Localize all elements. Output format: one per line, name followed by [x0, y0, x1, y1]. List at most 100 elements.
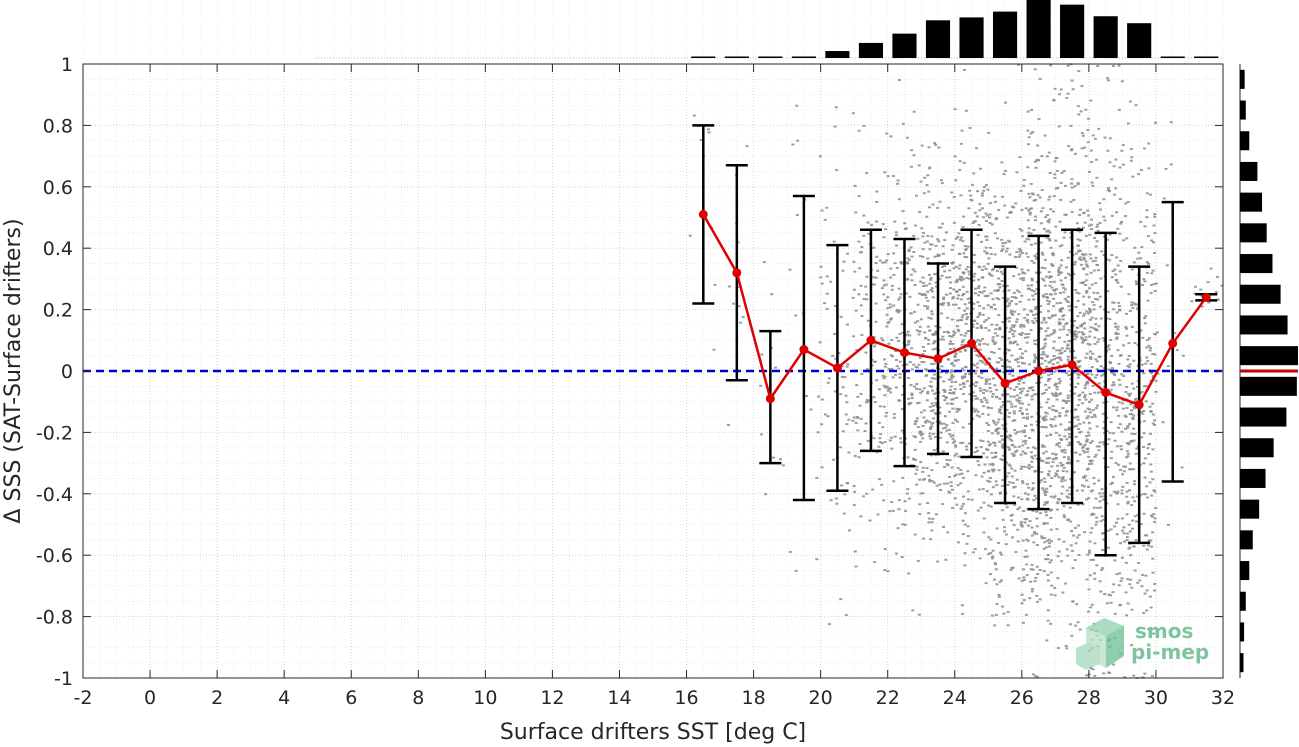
scatter-point	[964, 247, 968, 250]
scatter-point	[1004, 533, 1008, 536]
scatter-point	[939, 422, 943, 425]
scatter-point	[943, 399, 947, 402]
scatter-point	[1074, 386, 1078, 389]
scatter-point	[1008, 340, 1012, 343]
scatter-point	[1111, 308, 1115, 311]
scatter-point	[1019, 430, 1023, 433]
scatter-point	[1050, 264, 1054, 267]
grid	[82, 63, 1224, 679]
scatter-point	[1030, 460, 1034, 463]
scatter-point	[975, 322, 979, 325]
scatter-point	[1004, 101, 1008, 104]
scatter-point	[1005, 408, 1009, 411]
scatter-point	[1120, 517, 1124, 520]
scatter-point	[1094, 523, 1098, 526]
scatter-point	[876, 513, 880, 516]
scatter-point	[1101, 337, 1105, 340]
scatter-point	[994, 568, 998, 571]
scatter-point	[1093, 577, 1097, 580]
scatter-point	[1084, 108, 1088, 111]
scatter-point	[1076, 105, 1080, 108]
scatter-point	[908, 361, 912, 364]
scatter-point	[903, 228, 907, 231]
scatter-point	[950, 248, 954, 251]
scatter-point	[1068, 623, 1072, 626]
scatter-point	[1063, 479, 1067, 482]
scatter-point	[875, 379, 879, 382]
scatter-point	[1095, 158, 1099, 161]
scatter-point	[945, 463, 949, 466]
scatter-point	[995, 297, 999, 300]
scatter-point	[901, 523, 905, 526]
scatter-point	[1125, 490, 1129, 493]
scatter-point	[1042, 445, 1046, 448]
scatter-point	[984, 380, 988, 383]
scatter-point	[1021, 235, 1025, 238]
scatter-point	[1066, 358, 1070, 361]
scatter-point	[948, 292, 952, 295]
scatter-point	[962, 383, 966, 386]
y-hist-bar	[1240, 407, 1287, 427]
scatter-point	[933, 347, 937, 350]
scatter-point	[1062, 328, 1066, 331]
scatter-point	[1128, 394, 1132, 397]
scatter-point	[1049, 559, 1053, 562]
scatter-point	[1133, 303, 1137, 306]
scatter-point	[941, 252, 945, 255]
scatter-point	[1143, 457, 1147, 460]
scatter-point	[1072, 371, 1076, 374]
scatter-point	[1027, 238, 1031, 241]
scatter-point	[948, 433, 952, 436]
scatter-point	[968, 189, 972, 192]
scatter-point	[953, 331, 957, 334]
scatter-point	[1117, 401, 1121, 404]
scatter-point	[950, 318, 954, 321]
scatter-point	[924, 294, 928, 297]
scatter-point	[915, 194, 919, 197]
scatter-point	[1076, 315, 1080, 318]
scatter-point	[1053, 394, 1057, 397]
scatter-point	[1117, 301, 1121, 304]
scatter-point	[1018, 300, 1022, 303]
scatter-point	[962, 161, 966, 164]
scatter-point	[910, 368, 914, 371]
scatter-point	[1108, 318, 1112, 321]
scatter-point	[1087, 214, 1091, 217]
scatter-point	[1067, 426, 1071, 429]
scatter-point	[1147, 142, 1151, 145]
scatter-point	[1149, 470, 1153, 473]
scatter-point	[1132, 261, 1136, 264]
scatter-point	[1021, 271, 1025, 274]
scatter-point	[1142, 432, 1146, 435]
scatter-point	[1128, 583, 1132, 586]
scatter-point	[921, 294, 925, 297]
scatter-point	[932, 432, 936, 435]
scatter-point	[1057, 266, 1061, 269]
scatter-point	[978, 387, 982, 390]
scatter-point	[1023, 521, 1027, 524]
scatter-point	[1058, 272, 1062, 275]
scatter-point	[1005, 305, 1009, 308]
scatter-point	[1128, 392, 1132, 395]
scatter-point	[823, 218, 827, 221]
scatter-point	[1150, 545, 1154, 548]
scatter-point	[952, 334, 956, 337]
scatter-point	[1049, 495, 1053, 498]
scatter-point	[1147, 167, 1151, 170]
scatter-point	[959, 441, 963, 444]
scatter-point	[1010, 300, 1014, 303]
scatter-point	[951, 296, 955, 299]
scatter-point	[906, 456, 910, 459]
scatter-point	[1023, 336, 1027, 339]
scatter-point	[994, 328, 998, 331]
scatter-point	[1094, 323, 1098, 326]
scatter-point	[1089, 558, 1093, 561]
scatter-point	[931, 421, 935, 424]
scatter-point	[1152, 224, 1156, 227]
scatter-point	[1008, 438, 1012, 441]
scatter-point	[1053, 383, 1057, 386]
scatter-point	[959, 507, 963, 510]
scatter-point	[1030, 534, 1034, 537]
scatter-point	[1061, 318, 1065, 321]
scatter-point	[925, 399, 929, 402]
